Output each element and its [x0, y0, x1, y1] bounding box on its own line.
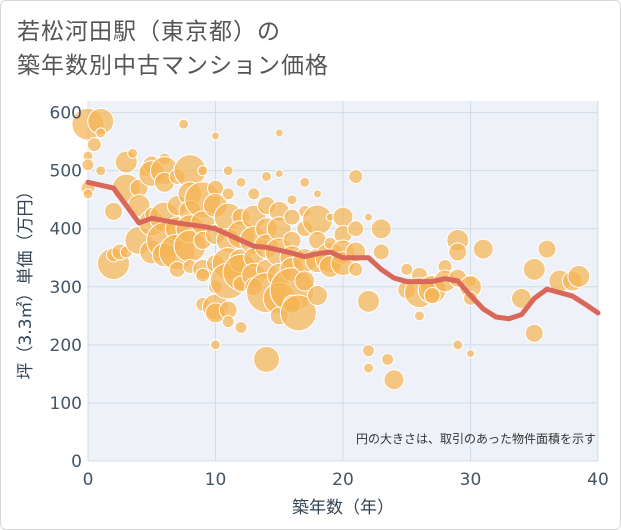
- data-point-bubble: [362, 344, 375, 358]
- data-point-bubble: [363, 362, 374, 374]
- bubble-size-note: 円の大きさは、取引のあった物件面積を示す: [356, 431, 596, 446]
- data-point-bubble: [348, 261, 364, 277]
- data-point-bubble: [234, 320, 248, 334]
- data-point-bubble: [567, 264, 591, 288]
- data-point-bubble: [307, 285, 328, 307]
- data-point-bubble: [347, 220, 365, 238]
- data-point-bubble: [472, 238, 494, 260]
- data-point-bubble: [283, 208, 301, 226]
- data-point-bubble: [414, 310, 425, 322]
- data-point-bubble: [210, 339, 221, 351]
- data-point-bubble: [299, 176, 311, 188]
- data-point-bubble: [357, 289, 380, 313]
- data-point-bubble: [274, 128, 284, 138]
- trend-line: [85, 179, 601, 322]
- data-point-bubble: [348, 168, 364, 184]
- y-tick-label: 400: [50, 220, 82, 240]
- x-tick-label: 40: [587, 470, 609, 490]
- data-point-bubble: [537, 239, 557, 259]
- x-axis-label: 築年数（年）: [292, 498, 394, 518]
- x-tick-labels: 0 10 20 30 40: [83, 470, 609, 490]
- data-point-bubble: [364, 212, 373, 222]
- data-point-bubble: [86, 137, 102, 153]
- x-tick-label: 20: [332, 470, 354, 490]
- data-point-bubble: [82, 188, 94, 200]
- y-tick-label: 0: [71, 452, 82, 472]
- data-point-bubble: [178, 118, 190, 130]
- data-point-bubble: [235, 176, 247, 188]
- x-tick-label: 10: [205, 470, 227, 490]
- data-point-bubble: [381, 352, 395, 366]
- y-tick-label: 600: [50, 104, 82, 124]
- x-tick-label: 0: [83, 470, 94, 490]
- data-point-bubble: [127, 147, 139, 159]
- data-point-bubble: [522, 257, 546, 281]
- data-point-bubble: [423, 287, 441, 305]
- y-axis-label: 坪（3.3㎡）単価（万円）: [16, 182, 36, 379]
- data-point-bubble: [400, 262, 414, 276]
- chart-title-line-1: 若松河田駅（東京都）の: [17, 19, 281, 45]
- bubble-layer: [71, 107, 591, 391]
- x-tick-label: 30: [460, 470, 482, 490]
- data-point-bubble: [279, 294, 317, 332]
- data-point-bubble: [372, 243, 390, 261]
- data-point-bubble: [448, 242, 468, 262]
- data-point-bubble: [221, 187, 235, 201]
- data-point-bubble: [247, 187, 261, 201]
- data-point-bubble: [221, 315, 235, 329]
- y-tick-label: 200: [50, 336, 82, 356]
- data-point-bubble: [313, 189, 322, 199]
- y-tick-labels: 0 100 200 300 400 500 600: [50, 104, 82, 472]
- y-tick-label: 100: [50, 394, 82, 414]
- data-point-bubble: [370, 218, 392, 240]
- data-point-bubble: [168, 260, 186, 278]
- data-point-bubble: [452, 339, 464, 351]
- data-point-bubble: [274, 169, 284, 179]
- data-point-bubble: [81, 158, 95, 172]
- data-point-bubble: [524, 323, 544, 343]
- data-point-bubble: [261, 170, 272, 182]
- data-point-bubble: [383, 369, 405, 391]
- data-point-bubble: [286, 194, 298, 206]
- chart-title: 若松河田駅（東京都）の 築年数別中古マンション価格: [17, 15, 329, 83]
- data-point-bubble: [222, 165, 234, 177]
- data-point-bubble: [466, 349, 475, 359]
- data-point-bubble: [104, 201, 123, 221]
- chart-title-line-2: 築年数別中古マンション価格: [17, 53, 329, 79]
- y-tick-label: 300: [50, 278, 82, 298]
- data-point-bubble: [95, 127, 107, 139]
- data-point-bubble: [294, 270, 316, 292]
- y-tick-label: 500: [50, 162, 82, 182]
- data-point-bubble: [95, 165, 107, 177]
- data-point-bubble: [195, 267, 211, 283]
- data-point-bubble: [211, 131, 220, 141]
- data-point-bubble: [197, 165, 209, 177]
- data-point-bubble: [253, 345, 280, 373]
